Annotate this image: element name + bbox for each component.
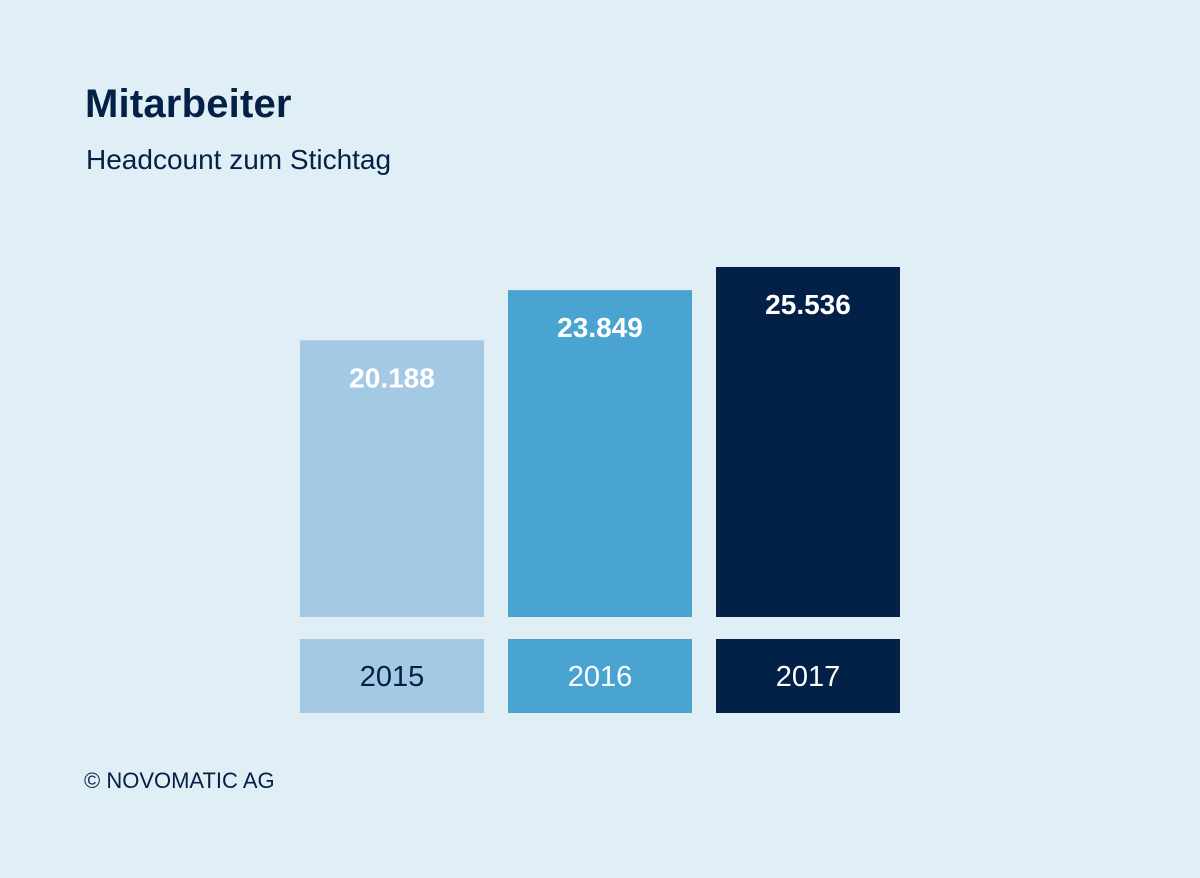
category-label-2015: 2015: [360, 661, 425, 693]
bar-2016: [508, 290, 692, 617]
copyright-footer: © NOVOMATIC AG: [84, 768, 275, 793]
bar-2017: [716, 267, 900, 617]
chart-subtitle: Headcount zum Stichtag: [86, 144, 392, 175]
category-box-2016: [508, 639, 692, 713]
category-label-2017: 2017: [776, 661, 841, 693]
bar-value-label-2016: 23.849: [557, 312, 643, 343]
chart-title: Mitarbeiter: [85, 82, 292, 126]
category-label-2016: 2016: [568, 661, 633, 693]
category-box-2017: [716, 639, 900, 713]
bar-2015: [300, 340, 484, 617]
category-box-2015: [300, 639, 484, 713]
bar-value-label-2015: 20.188: [349, 362, 435, 393]
bar-value-label-2017: 25.536: [765, 289, 851, 320]
